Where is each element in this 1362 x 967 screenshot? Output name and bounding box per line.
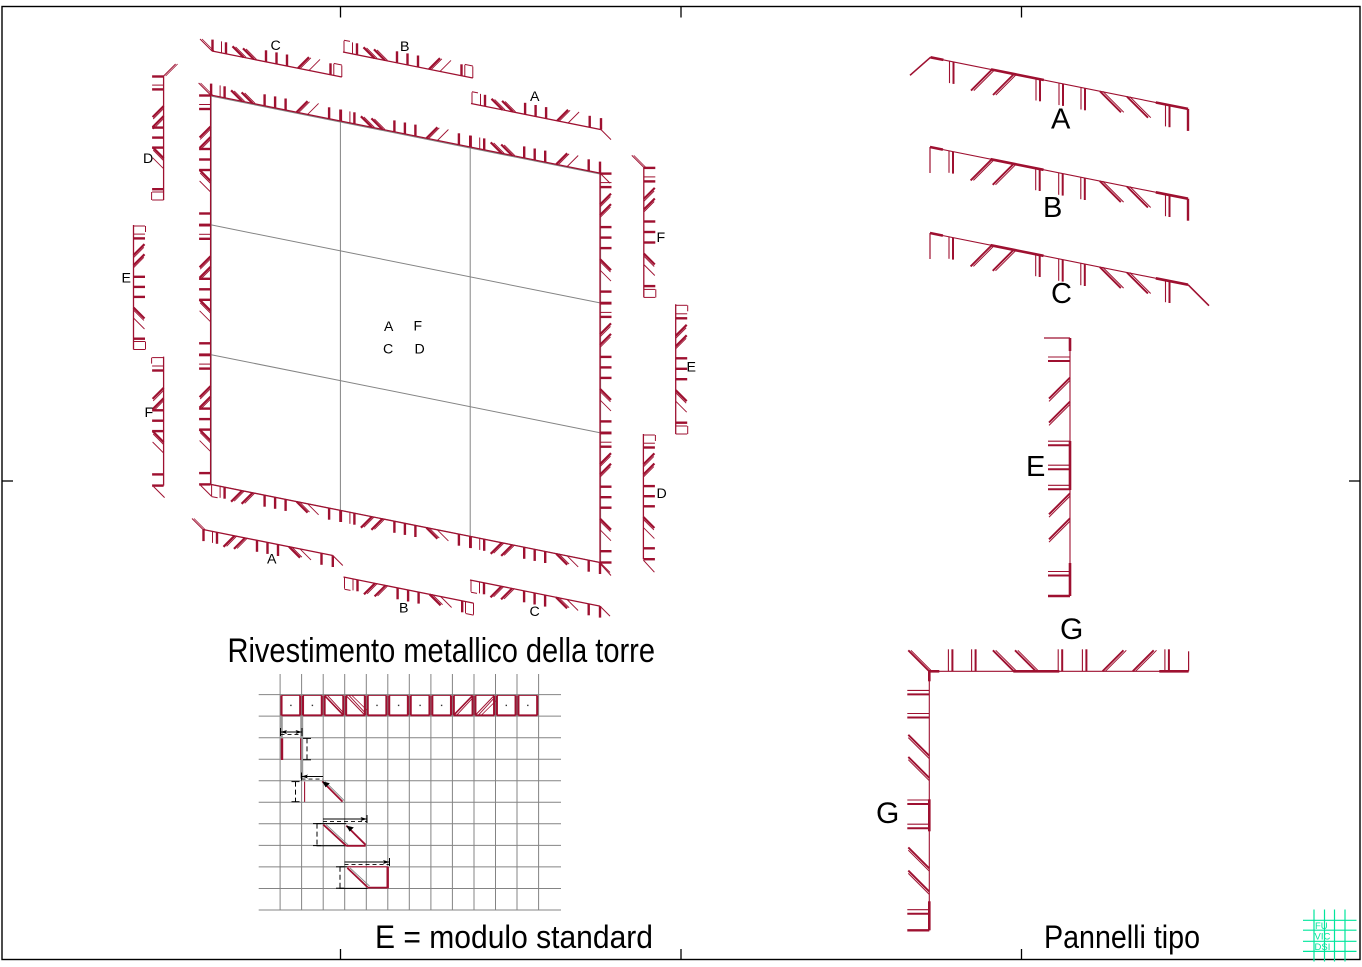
svg-text:C: C <box>383 342 393 358</box>
svg-text:Pannelli tipo: Pannelli tipo <box>1044 919 1200 955</box>
svg-text:B: B <box>399 601 408 617</box>
svg-text:C: C <box>1051 278 1072 310</box>
svg-text:DSI: DSI <box>1315 942 1331 953</box>
svg-text:F: F <box>657 230 666 246</box>
svg-text:C: C <box>530 604 540 620</box>
svg-text:G: G <box>876 797 899 830</box>
svg-text:G: G <box>1060 613 1083 646</box>
svg-text:E: E <box>122 271 131 287</box>
svg-text:C: C <box>271 38 281 54</box>
svg-text:F: F <box>414 318 423 334</box>
svg-text:D: D <box>657 486 667 502</box>
svg-text:FU: FU <box>1315 921 1328 932</box>
svg-text:B: B <box>1043 192 1062 224</box>
svg-text:A: A <box>530 89 540 105</box>
svg-text:D: D <box>415 342 425 358</box>
svg-text:A: A <box>1051 104 1071 136</box>
svg-text:E: E <box>687 360 696 376</box>
svg-text:E = modulo standard: E = modulo standard <box>375 919 653 955</box>
svg-text:A: A <box>384 318 394 334</box>
svg-text:Rivestimento metallico della t: Rivestimento metallico della torre <box>228 632 656 670</box>
svg-text:B: B <box>400 39 409 55</box>
svg-text:A: A <box>267 552 277 568</box>
svg-text:E: E <box>1026 451 1045 483</box>
svg-text:VIC: VIC <box>1315 932 1331 943</box>
svg-text:F: F <box>145 405 154 421</box>
svg-text:D: D <box>143 151 153 167</box>
